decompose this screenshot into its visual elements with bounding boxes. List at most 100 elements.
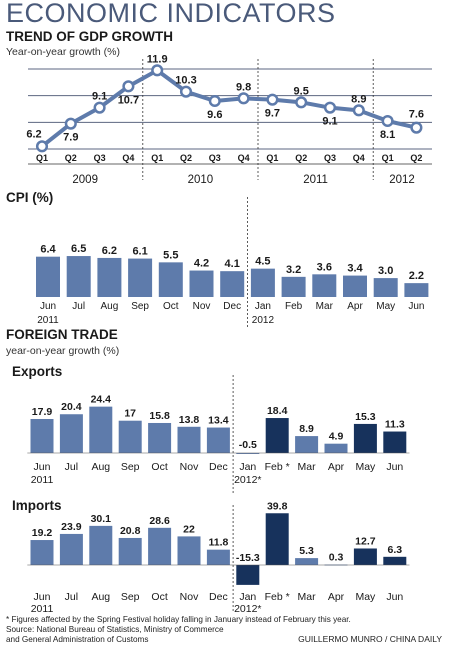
bar xyxy=(59,414,83,453)
gdp-quarter-label: Q3 xyxy=(209,153,221,163)
gdp-value-label: 9.8 xyxy=(236,81,251,93)
gdp-point xyxy=(208,94,221,108)
bar-value-label: 11.8 xyxy=(208,537,228,549)
bar-value-label: 4.1 xyxy=(225,258,240,270)
bar-value-label: 6.3 xyxy=(387,544,402,556)
category-label: Jan xyxy=(239,591,256,603)
bar xyxy=(312,274,337,297)
gdp-title: TREND OF GDP GROWTH xyxy=(6,29,173,44)
category-label: Jun xyxy=(386,461,403,473)
imports-bar-chart: 19.2 23.9 30.1 20.8 28.6 22 11.8 -15.3 39.8 5.3 0.… xyxy=(27,500,410,615)
bar-value-label: 5.5 xyxy=(163,249,178,261)
bar xyxy=(158,262,183,297)
category-label: Oct xyxy=(163,301,179,312)
gdp-quarter-label: Q1 xyxy=(36,153,48,163)
bar-value-label: 28.6 xyxy=(149,515,170,527)
bar-value-label: 24.4 xyxy=(91,394,112,406)
category-label: Mar xyxy=(298,591,317,603)
bar-value-label: 22 xyxy=(183,523,195,535)
gdp-quarter-label: Q1 xyxy=(151,153,163,163)
gdp-value-label: 9.5 xyxy=(294,85,309,97)
gdp-point xyxy=(64,117,77,130)
bar xyxy=(89,525,113,565)
bar xyxy=(353,423,377,453)
category-label: Mar xyxy=(298,461,317,473)
bar xyxy=(353,548,377,565)
bar xyxy=(148,527,172,565)
gdp-value-label: 9.6 xyxy=(207,109,222,121)
bar-value-label: 3.6 xyxy=(317,261,332,273)
bar xyxy=(189,270,214,297)
category-label: Sep xyxy=(121,591,140,603)
gdp-value-label: 9.7 xyxy=(265,108,280,120)
gdp-year-label: 2012 xyxy=(389,174,415,186)
category-label: Jul xyxy=(65,591,78,603)
bar xyxy=(177,536,201,565)
bar xyxy=(148,422,172,453)
category-label: Feb * xyxy=(265,591,290,603)
bar-value-label: 6.2 xyxy=(102,245,117,257)
bar-value-label: 13.4 xyxy=(208,415,229,427)
gdp-year-label: 2009 xyxy=(72,174,98,186)
bar xyxy=(373,278,398,297)
bar-value-label: 15.3 xyxy=(355,411,376,423)
bar-value-label: 4.2 xyxy=(194,258,209,270)
bar-value-label: 4.9 xyxy=(329,431,344,443)
gdp-value-label: 10.3 xyxy=(175,75,196,87)
bar xyxy=(30,418,54,453)
category-label: Jun xyxy=(34,461,51,473)
source-line-2: and General Administration of Customs xyxy=(6,635,149,644)
category-label: Feb xyxy=(285,301,303,312)
bar xyxy=(295,558,319,565)
bar-value-label: 13.8 xyxy=(179,414,200,426)
bar xyxy=(295,436,319,453)
bar-value-label: 11.3 xyxy=(385,419,405,431)
category-label: Jan xyxy=(239,461,256,473)
category-label: Nov xyxy=(193,301,211,312)
year-label: 2011 xyxy=(37,315,59,326)
category-label: Jun xyxy=(34,591,51,603)
category-label: Dec xyxy=(209,591,228,603)
bar xyxy=(250,268,275,297)
gdp-value-label: 7.9 xyxy=(63,132,78,144)
gdp-value-label: 9.1 xyxy=(92,91,107,103)
category-label: Jun xyxy=(408,301,424,312)
gdp-quarter-label: Q3 xyxy=(94,153,106,163)
category-label: Mar xyxy=(316,301,334,312)
year-label: 2012* xyxy=(234,603,261,615)
gdp-quarter-label: Q2 xyxy=(295,153,307,163)
category-label: Apr xyxy=(347,301,363,312)
bar xyxy=(281,276,306,297)
bar-value-label: 30.1 xyxy=(91,513,112,525)
gdp-quarter-label: Q1 xyxy=(382,153,394,163)
bar-value-label: 15.8 xyxy=(149,410,170,422)
bar-value-label: 6.5 xyxy=(71,243,86,255)
category-label: Dec xyxy=(223,301,241,312)
bar xyxy=(324,443,348,453)
cpi-title: CPI (%) xyxy=(6,190,54,205)
category-label: May xyxy=(355,461,376,473)
bar-value-label: -0.5 xyxy=(239,439,257,451)
gdp-value-label: 8.1 xyxy=(380,129,395,141)
bar-value-label: -15.3 xyxy=(236,552,260,564)
bar-value-label: 39.8 xyxy=(267,500,288,512)
bar-value-label: 3.4 xyxy=(347,263,363,275)
bar-value-label: 17.9 xyxy=(32,406,53,418)
gdp-point xyxy=(93,101,106,114)
gdp-value-label: 11.9 xyxy=(147,53,168,65)
category-label: Apr xyxy=(328,591,345,603)
gdp-line-chart: 6.2 7.9 9.1 10.7 11.9 10.3 9.6 9.8 9.7 9.5 9.1 8.9 8… xyxy=(26,53,432,186)
gdp-point xyxy=(179,85,193,98)
bar xyxy=(59,533,83,565)
category-label: Nov xyxy=(180,591,199,603)
gdp-quarter-label: Q2 xyxy=(410,153,422,163)
category-label: Aug xyxy=(91,591,110,603)
gdp-value-label: 6.2 xyxy=(26,128,41,140)
category-label: Jan xyxy=(255,301,271,312)
bar xyxy=(177,426,201,453)
footnote: * Figures affected by the Spring Festiva… xyxy=(6,615,351,624)
gdp-subtitle: Year-on-year growth (%) xyxy=(6,46,120,58)
source-line-1: Source: National Bureau of Statistics, M… xyxy=(6,625,224,634)
category-label: Oct xyxy=(151,591,167,603)
